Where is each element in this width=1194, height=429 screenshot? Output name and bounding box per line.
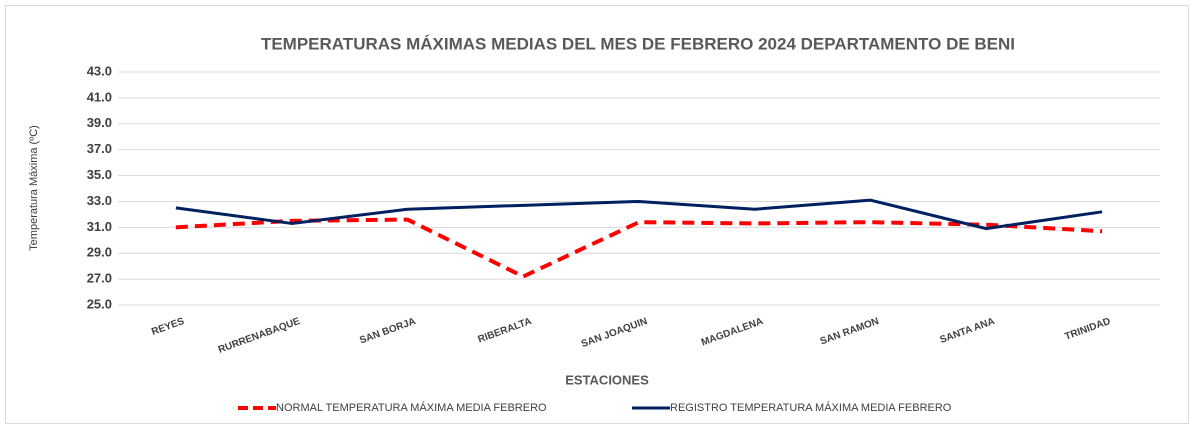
y-tick-label: 37.0 <box>87 141 112 156</box>
y-tick-label: 33.0 <box>87 193 112 208</box>
y-tick-label: 43.0 <box>87 63 112 78</box>
x-axis-title: ESTACIONES <box>565 372 649 387</box>
legend-label: REGISTRO TEMPERATURA MÁXIMA MEDIA FEBRER… <box>670 401 952 414</box>
legend-label: NORMAL TEMPERATURA MÁXIMA MEDIA FEBRERO <box>276 401 547 414</box>
series-line <box>175 217 1103 279</box>
series-line <box>175 198 1103 231</box>
chart-border <box>5 5 1189 424</box>
y-tick-label: 31.0 <box>87 219 112 234</box>
y-tick-label: 41.0 <box>87 89 112 104</box>
y-tick-label: 27.0 <box>87 271 112 286</box>
y-tick-label: 29.0 <box>87 245 112 260</box>
chart-title: TEMPERATURAS MÁXIMAS MEDIAS DEL MES DE F… <box>261 34 1015 53</box>
y-tick-label: 39.0 <box>87 115 112 130</box>
y-tick-label: 35.0 <box>87 167 112 182</box>
y-tick-label: 25.0 <box>87 296 112 311</box>
y-axis-title: Temperatura Máxima (ºC) <box>28 125 40 251</box>
